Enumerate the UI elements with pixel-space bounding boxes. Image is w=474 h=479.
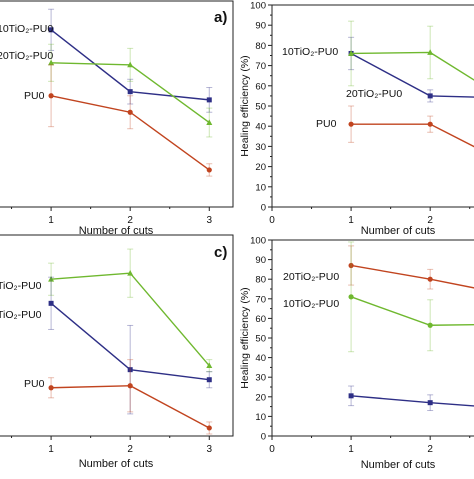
x-tick-label: 2 — [427, 215, 433, 226]
y-tick-label: 70 — [255, 294, 266, 305]
data-point — [48, 300, 54, 306]
data-point — [48, 27, 54, 33]
x-tick-label: 3 — [206, 444, 212, 455]
data-point — [427, 276, 433, 282]
series-group — [348, 241, 474, 412]
data-point — [127, 367, 133, 373]
series-group — [48, 248, 213, 435]
x-axis-title: Number of cuts — [361, 225, 436, 237]
y-tick-label: 20 — [255, 162, 266, 173]
panel-label: c) — [214, 244, 227, 261]
data-point — [427, 93, 433, 99]
data-point — [348, 393, 354, 399]
data-point — [206, 362, 213, 369]
y-tick-label: 90 — [255, 255, 266, 266]
y-tick-label: 80 — [255, 275, 266, 286]
plot-frame — [0, 0, 234, 208]
y-tick-label: 70 — [255, 61, 266, 72]
data-point — [127, 61, 134, 68]
x-axis-title: Number of cuts — [361, 459, 436, 471]
y-tick-label: 0 — [261, 432, 266, 443]
y-tick-label: 60 — [255, 81, 266, 92]
x-tick-label: 1 — [348, 444, 354, 455]
series-label: 20TiO₂-PU0 — [283, 271, 339, 283]
series-line — [351, 395, 474, 407]
data-point — [348, 294, 354, 300]
series-label: PU0 — [24, 90, 45, 102]
series-line — [350, 264, 474, 289]
y-axis-title: Healing efficiency (%) — [239, 55, 251, 156]
series-group — [348, 20, 474, 148]
x-tick-label: 2 — [427, 444, 433, 455]
series-line — [351, 123, 474, 148]
data-point — [127, 269, 134, 276]
series-label: 20TiO₂-PU0 — [346, 88, 402, 100]
x-tick-label: 2 — [127, 215, 133, 226]
data-point — [348, 50, 355, 56]
plot-frame — [0, 234, 234, 437]
data-point — [427, 49, 434, 55]
x-tick-label: 3 — [206, 215, 212, 226]
y-tick-label: 80 — [255, 41, 266, 52]
data-point — [48, 59, 55, 66]
data-point — [48, 276, 55, 282]
y-tick-label: 50 — [255, 334, 266, 345]
data-point — [48, 93, 54, 99]
y-tick-label: 0 — [261, 203, 266, 214]
y-tick-label: 30 — [255, 142, 266, 153]
y-axis-title: Healing efficiency (%) — [239, 287, 251, 388]
data-point — [127, 109, 133, 115]
series-label: 10TiO₂-PU0 — [282, 46, 338, 58]
y-tick-label: 40 — [255, 122, 266, 133]
series-group — [48, 8, 213, 177]
series-label: PU0 — [316, 118, 337, 130]
panel-label: a) — [214, 9, 227, 26]
data-point — [206, 167, 212, 173]
x-tick-label: 1 — [348, 215, 354, 226]
data-point — [206, 119, 213, 125]
y-tick-label: 60 — [255, 314, 266, 325]
data-point — [427, 322, 433, 328]
data-point — [427, 121, 433, 127]
plot-frame — [271, 4, 474, 208]
y-tick-label: 90 — [255, 21, 266, 32]
data-point — [127, 383, 133, 389]
x-tick-label: 1 — [48, 215, 54, 226]
y-tick-label: 50 — [255, 102, 266, 113]
x-tick-label: 1 — [48, 444, 54, 455]
series-label: 10TiO₂-PU0 — [283, 298, 339, 310]
y-tick-label: 30 — [255, 373, 266, 384]
data-point — [348, 262, 354, 269]
x-tick-label: 0 — [269, 444, 275, 455]
data-point — [348, 121, 354, 127]
data-point — [127, 89, 133, 95]
x-axis-title: Number of cuts — [79, 225, 154, 237]
series-label: 10TiO₂-PU0 — [0, 23, 53, 35]
data-point — [206, 425, 212, 431]
data-point — [427, 400, 433, 406]
series-label: 20TiO₂-PU0 — [0, 50, 53, 62]
x-axis-title: Number of cuts — [79, 458, 154, 470]
y-tick-label: 10 — [255, 412, 266, 423]
x-tick-label: 2 — [127, 444, 133, 455]
data-point — [206, 97, 212, 103]
series-label: TiO₂-PU0 — [0, 280, 42, 292]
y-tick-label: 10 — [255, 182, 266, 193]
series-label: PU0 — [24, 378, 45, 390]
panel-c: 1 2 3 Number of cuts c) TiO₂-PU0 TiO₂-PU0 PU0 — [0, 234, 234, 470]
y-tick-label: 40 — [255, 353, 266, 364]
x-tick-label: 0 — [269, 215, 275, 226]
y-tick-label: 20 — [255, 392, 266, 403]
series-label: TiO₂-PU0 — [0, 309, 42, 321]
y-tick-label: 100 — [250, 1, 266, 12]
panel-a: 1 2 3 Number of cuts a) 10TiO₂-PU0 20TiO₂-PU0 P… — [0, 0, 234, 237]
series-line — [350, 296, 474, 326]
y-tick-label: 100 — [250, 236, 266, 247]
data-point — [206, 377, 212, 383]
data-point — [48, 385, 54, 391]
